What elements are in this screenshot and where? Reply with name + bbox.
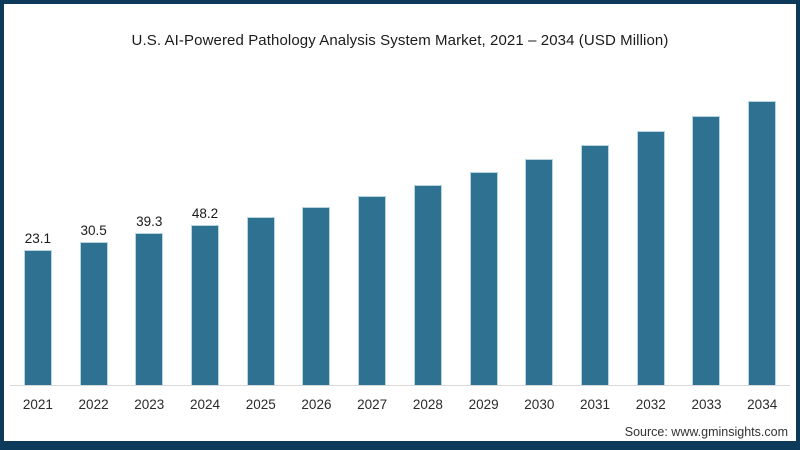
bar-2023	[135, 233, 164, 385]
bar-column-2028	[400, 185, 456, 385]
x-tick-2025: 2025	[245, 397, 276, 412]
x-tick-2029: 2029	[468, 397, 499, 412]
bar-2031	[581, 145, 610, 385]
plot-area: 23.1 30.5 39.3 48.2	[10, 85, 790, 386]
x-tick-2023: 2023	[134, 397, 165, 412]
bar-2025	[246, 217, 275, 385]
x-tick-2034: 2034	[747, 397, 778, 412]
bar-column-2027	[344, 196, 400, 385]
bar-column-2021: 23.1	[10, 231, 66, 385]
bar-2026	[302, 207, 331, 385]
x-tick-2030: 2030	[524, 397, 555, 412]
x-tick-2032: 2032	[635, 397, 666, 412]
bar-column-2022: 30.5	[66, 223, 122, 385]
x-tick-2031: 2031	[580, 397, 611, 412]
x-tick-2022: 2022	[78, 397, 109, 412]
bar-2028	[413, 185, 442, 385]
bar-2030	[525, 159, 554, 385]
bar-column-2026	[289, 207, 345, 385]
bar-2034	[748, 101, 777, 385]
bar-2022	[79, 242, 108, 385]
bar-column-2030	[511, 159, 567, 385]
bar-2024	[191, 225, 220, 385]
source-credit: Source: www.gminsights.com	[618, 425, 788, 439]
bar-column-2023: 39.3	[121, 214, 177, 385]
bar-column-2031	[567, 145, 623, 385]
bar-value-label: 39.3	[136, 214, 163, 229]
x-tick-2021: 2021	[22, 397, 53, 412]
bar-column-2025	[233, 217, 289, 385]
bar-column-2032	[623, 131, 679, 385]
bar-2029	[469, 172, 498, 385]
x-tick-2033: 2033	[691, 397, 722, 412]
x-tick-2028: 2028	[412, 397, 443, 412]
bar-column-2029	[456, 172, 512, 385]
x-axis-labels: 2021 2022 2023 2024 2025 2026 2027 2028 2029 2030…	[10, 397, 790, 412]
bar-value-label: 30.5	[80, 223, 107, 238]
bar-2032	[636, 131, 665, 385]
x-tick-2027: 2027	[357, 397, 388, 412]
bar-column-2033	[679, 116, 735, 385]
x-tick-2026: 2026	[301, 397, 332, 412]
bar-column-2034	[734, 101, 790, 385]
x-tick-2024: 2024	[189, 397, 221, 412]
chart-title: U.S. AI-Powered Pathology Analysis Syste…	[131, 32, 669, 49]
bar-2027	[358, 196, 387, 385]
bar-2021	[23, 250, 52, 385]
bar-value-label: 48.2	[191, 206, 219, 221]
bar-column-2024: 48.2	[177, 206, 233, 385]
bar-value-label: 23.1	[24, 231, 51, 246]
bar-2033	[692, 116, 721, 385]
